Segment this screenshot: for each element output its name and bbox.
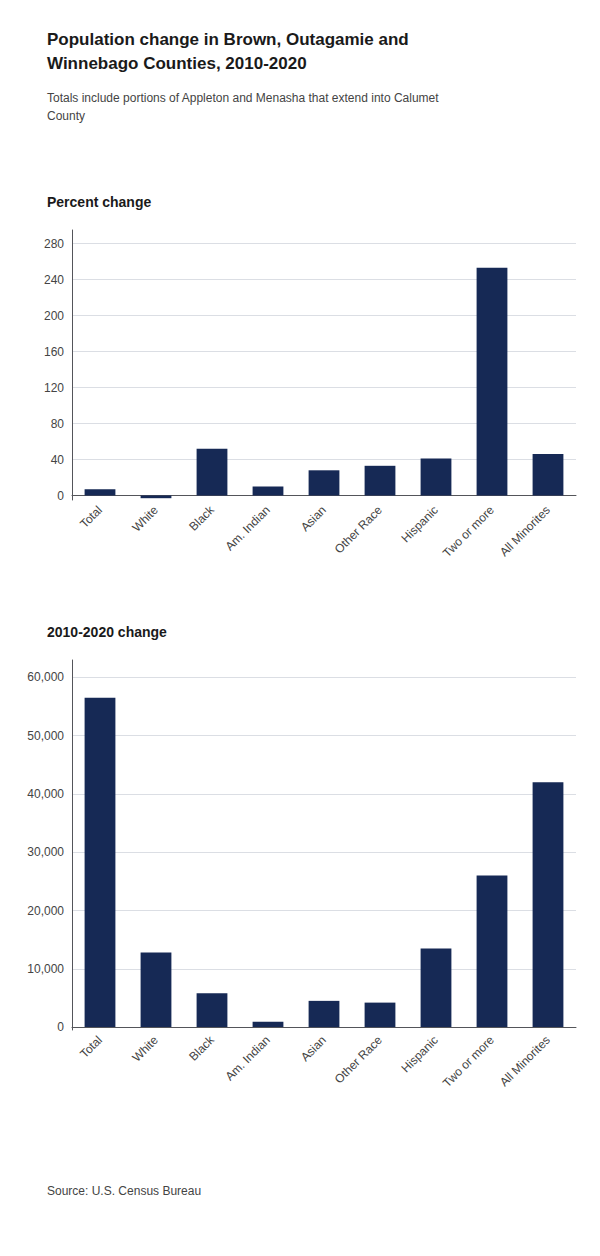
svg-text:0: 0 (57, 1020, 64, 1034)
svg-text:200: 200 (44, 309, 64, 323)
svg-text:Asian: Asian (298, 503, 329, 534)
svg-text:60,000: 60,000 (27, 670, 64, 684)
svg-text:2010-2020 change: 2010-2020 change (47, 624, 167, 640)
svg-text:120: 120 (44, 381, 64, 395)
svg-text:White: White (129, 1033, 161, 1065)
svg-text:0: 0 (57, 489, 64, 503)
svg-text:Am. Indian: Am. Indian (223, 1033, 273, 1083)
svg-text:Other Race: Other Race (332, 503, 385, 556)
svg-text:Population change in Brown, Ou: Population change in Brown, Outagamie an… (47, 30, 409, 49)
svg-text:Black: Black (186, 502, 217, 533)
svg-text:Two or more: Two or more (440, 503, 497, 560)
svg-text:Percent change: Percent change (47, 194, 151, 210)
svg-text:80: 80 (51, 417, 65, 431)
svg-text:Totals include portions of App: Totals include portions of Appleton and … (47, 91, 439, 105)
svg-text:40: 40 (51, 453, 65, 467)
svg-text:280: 280 (44, 237, 64, 251)
svg-text:County: County (47, 109, 85, 123)
svg-text:Winnebago Counties, 2010-2020: Winnebago Counties, 2010-2020 (47, 54, 307, 73)
svg-text:Asian: Asian (298, 1033, 329, 1064)
svg-text:Am. Indian: Am. Indian (223, 503, 273, 553)
svg-text:All Minorites: All Minorites (497, 503, 553, 559)
svg-text:50,000: 50,000 (27, 729, 64, 743)
svg-text:Hispanic: Hispanic (399, 1033, 441, 1075)
svg-text:30,000: 30,000 (27, 845, 64, 859)
svg-text:White: White (129, 503, 161, 535)
svg-text:20,000: 20,000 (27, 904, 64, 918)
svg-text:240: 240 (44, 273, 64, 287)
svg-text:Source: U.S. Census Bureau: Source: U.S. Census Bureau (47, 1184, 201, 1198)
svg-text:Total: Total (77, 1033, 105, 1061)
svg-text:10,000: 10,000 (27, 962, 64, 976)
svg-text:40,000: 40,000 (27, 787, 64, 801)
svg-text:Total: Total (77, 503, 105, 531)
svg-text:All Minorites: All Minorites (497, 1033, 553, 1089)
svg-text:Black: Black (186, 1032, 217, 1063)
svg-text:Two or more: Two or more (440, 1033, 497, 1090)
svg-text:Other Race: Other Race (332, 1033, 385, 1086)
svg-text:Hispanic: Hispanic (399, 503, 441, 545)
svg-text:160: 160 (44, 345, 64, 359)
